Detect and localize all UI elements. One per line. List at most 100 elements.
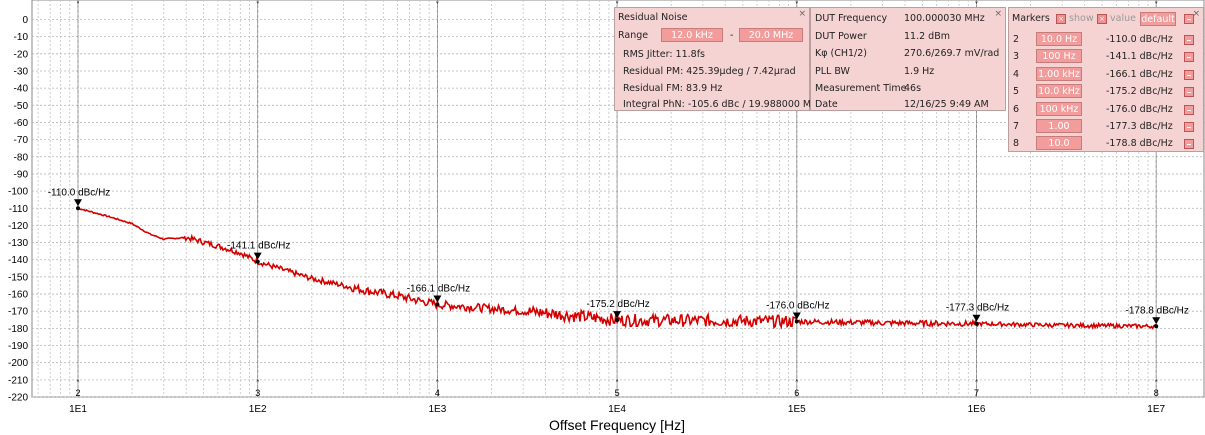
marker-id: 8 <box>1013 138 1020 149</box>
marker-value: -178.8 dBc/Hz <box>1106 138 1173 149</box>
dut-info-panel: × DUT Frequency 100.000030 MHz DUT Power… <box>810 7 1006 111</box>
marker-bottom-arrow: ˄ <box>1154 379 1158 388</box>
marker-id: 7 <box>1013 121 1020 132</box>
delete-marker-icon[interactable] <box>1184 139 1194 149</box>
close-icon[interactable]: × <box>798 9 806 19</box>
check-icon[interactable]: × <box>1056 13 1066 24</box>
x-tick-label: 1E3 <box>429 404 447 415</box>
range-separator: - <box>730 30 734 41</box>
markers-panel: × Markers × show × value default 2 10.0 … <box>1008 7 1204 163</box>
y-tick-label: -60 <box>14 118 29 129</box>
marker-freq-field[interactable]: 100 kHz <box>1036 102 1082 116</box>
x-tick-label: 1E2 <box>249 404 267 415</box>
marker-top-arrow: ˅ <box>435 1 439 10</box>
marker-value: -177.3 dBc/Hz <box>1106 121 1173 132</box>
dut-row-label: Date <box>815 99 838 110</box>
marker-top-arrow: ˅ <box>615 1 619 10</box>
marker-freq-field[interactable]: 10.0 MHz <box>1036 136 1082 163</box>
marker-label: -141.1 dBc/Hz <box>227 241 290 252</box>
x-tick-label: 1E1 <box>69 404 87 415</box>
marker-value: -175.2 dBc/Hz <box>1106 86 1173 97</box>
marker-freq-field[interactable]: 10.0 kHz <box>1036 84 1082 98</box>
delete-marker-icon[interactable] <box>1184 35 1194 45</box>
delete-marker-icon[interactable] <box>1184 87 1194 97</box>
y-tick-label: -150 <box>8 272 28 283</box>
y-tick-label: -40 <box>14 84 29 95</box>
show-label: show <box>1069 13 1094 24</box>
residual-title: Residual Noise <box>618 12 688 23</box>
marker-point <box>76 206 80 211</box>
delete-marker-icon[interactable] <box>1184 122 1194 132</box>
marker-triangle <box>1152 317 1161 325</box>
marker-point <box>794 319 799 324</box>
marker-freq-field[interactable]: 1.00 kHz <box>1036 67 1082 81</box>
show-toggle[interactable]: × show <box>1056 13 1094 24</box>
rms-jitter: RMS Jitter: 11.8fs <box>623 49 705 60</box>
dut-row-label: PLL BW <box>815 66 850 77</box>
x-axis-title: Offset Frequency [Hz] <box>549 417 685 433</box>
x-tick-label: 1E4 <box>608 404 626 415</box>
check-icon[interactable]: × <box>1097 13 1107 24</box>
dut-row-value: 270.6/269.7 mV/rad <box>904 48 1000 59</box>
y-tick-label: -110 <box>9 204 29 215</box>
y-tick-label: -210 <box>8 375 28 386</box>
dut-row-label: Kφ (CH1/2) <box>815 48 867 59</box>
close-icon[interactable]: × <box>994 9 1002 19</box>
marker-triangle <box>613 311 622 319</box>
marker-bottom-arrow: ˄ <box>76 379 80 388</box>
range-stop-field[interactable]: 20.0 MHz <box>739 28 803 42</box>
marker-id-label: 3 <box>255 388 260 398</box>
y-tick-label: -180 <box>8 324 28 335</box>
delete-marker-icon[interactable] <box>1184 52 1194 62</box>
dut-row-label: DUT Frequency <box>815 13 888 24</box>
y-tick-label: -170 <box>8 307 28 318</box>
marker-bottom-arrow: ˄ <box>795 379 799 388</box>
dut-row-value: 11.2 dBm <box>904 31 950 42</box>
marker-id: 2 <box>1013 34 1020 45</box>
marker-id: 3 <box>1013 51 1020 62</box>
marker-value: -110.0 dBc/Hz <box>1106 34 1173 45</box>
value-label: value <box>1110 13 1136 24</box>
delete-marker-icon[interactable] <box>1184 70 1194 80</box>
marker-id-label: 6 <box>794 388 799 398</box>
x-tick-label: 1E5 <box>788 404 806 415</box>
marker-label: -177.3 dBc/Hz <box>946 303 1009 314</box>
dut-row-value: 1.9 Hz <box>904 66 935 77</box>
marker-triangle <box>792 312 801 320</box>
marker-id: 5 <box>1013 86 1020 97</box>
marker-id-label: 7 <box>974 388 979 398</box>
marker-triangle <box>972 314 981 322</box>
default-button[interactable]: default <box>1140 12 1176 26</box>
y-tick-label: -20 <box>14 49 29 60</box>
marker-top-arrow: ˅ <box>975 1 979 10</box>
markers-title: Markers <box>1012 13 1050 24</box>
marker-id: 4 <box>1013 69 1020 80</box>
dut-row-value: 46s <box>904 83 922 94</box>
marker-triangle <box>433 295 442 303</box>
value-toggle[interactable]: × value <box>1097 13 1136 24</box>
marker-id: 6 <box>1013 104 1020 115</box>
delete-marker-icon[interactable] <box>1184 105 1194 115</box>
marker-point <box>615 318 620 323</box>
close-icon[interactable]: × <box>1192 9 1200 19</box>
marker-freq-field[interactable]: 1.00 MHz <box>1036 119 1082 146</box>
y-tick-label: -140 <box>8 255 28 266</box>
marker-id-label: 5 <box>615 388 620 398</box>
marker-triangle <box>253 252 262 260</box>
y-tick-label: -130 <box>8 238 28 249</box>
marker-point <box>974 321 979 326</box>
y-tick-label: 0 <box>22 15 28 26</box>
x-tick-label: 1E6 <box>968 404 986 415</box>
marker-freq-field[interactable]: 10.0 Hz <box>1036 32 1082 46</box>
y-tick-label: -160 <box>8 290 28 301</box>
marker-label: -178.8 dBc/Hz <box>1126 305 1189 316</box>
delete-all-icon[interactable] <box>1184 14 1194 24</box>
marker-label: -175.2 dBc/Hz <box>586 299 649 310</box>
marker-freq-field[interactable]: 100 Hz <box>1036 49 1082 63</box>
marker-top-arrow: ˅ <box>256 1 260 10</box>
dut-row-value: 12/16/25 9:49 AM <box>904 99 989 110</box>
x-tick-label: 1E7 <box>1147 404 1165 415</box>
dut-row-label: Measurement Time <box>815 83 907 94</box>
range-start-field[interactable]: 12.0 kHz <box>661 28 723 42</box>
